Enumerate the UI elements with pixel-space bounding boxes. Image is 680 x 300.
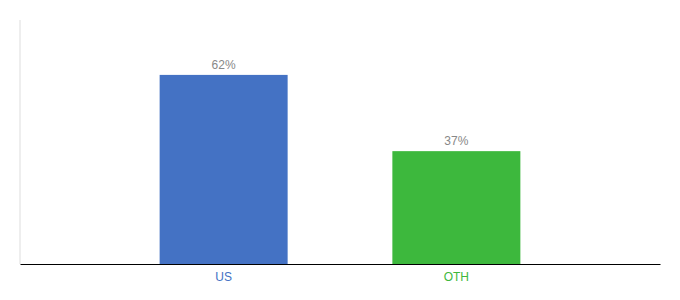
x-axis: US OTH <box>21 265 661 284</box>
bars <box>160 75 521 264</box>
x-tick-label: OTH <box>444 270 469 284</box>
x-axis-line <box>21 264 661 265</box>
bar <box>160 75 288 264</box>
x-tick: OTH <box>444 270 469 284</box>
x-tick: US <box>215 270 232 284</box>
data-label: 37% <box>444 134 468 148</box>
plot-area: US OTH 62% 37% <box>20 20 661 284</box>
x-tick-label: US <box>215 270 232 284</box>
y-axis-line <box>20 20 21 264</box>
chart: US OTH 62% 37% <box>0 0 680 300</box>
y-axis <box>20 20 21 264</box>
data-label: 62% <box>212 58 236 72</box>
data-labels: 62% 37% <box>212 58 469 148</box>
bar <box>392 151 520 264</box>
